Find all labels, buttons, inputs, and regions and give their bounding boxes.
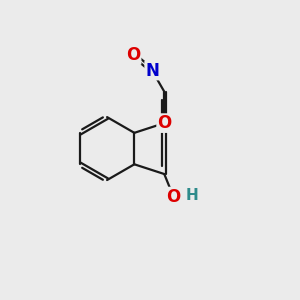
Text: O: O — [166, 188, 181, 206]
Text: N: N — [145, 61, 159, 80]
Text: O: O — [157, 114, 171, 132]
Text: O: O — [126, 46, 141, 64]
Text: H: H — [185, 188, 198, 202]
